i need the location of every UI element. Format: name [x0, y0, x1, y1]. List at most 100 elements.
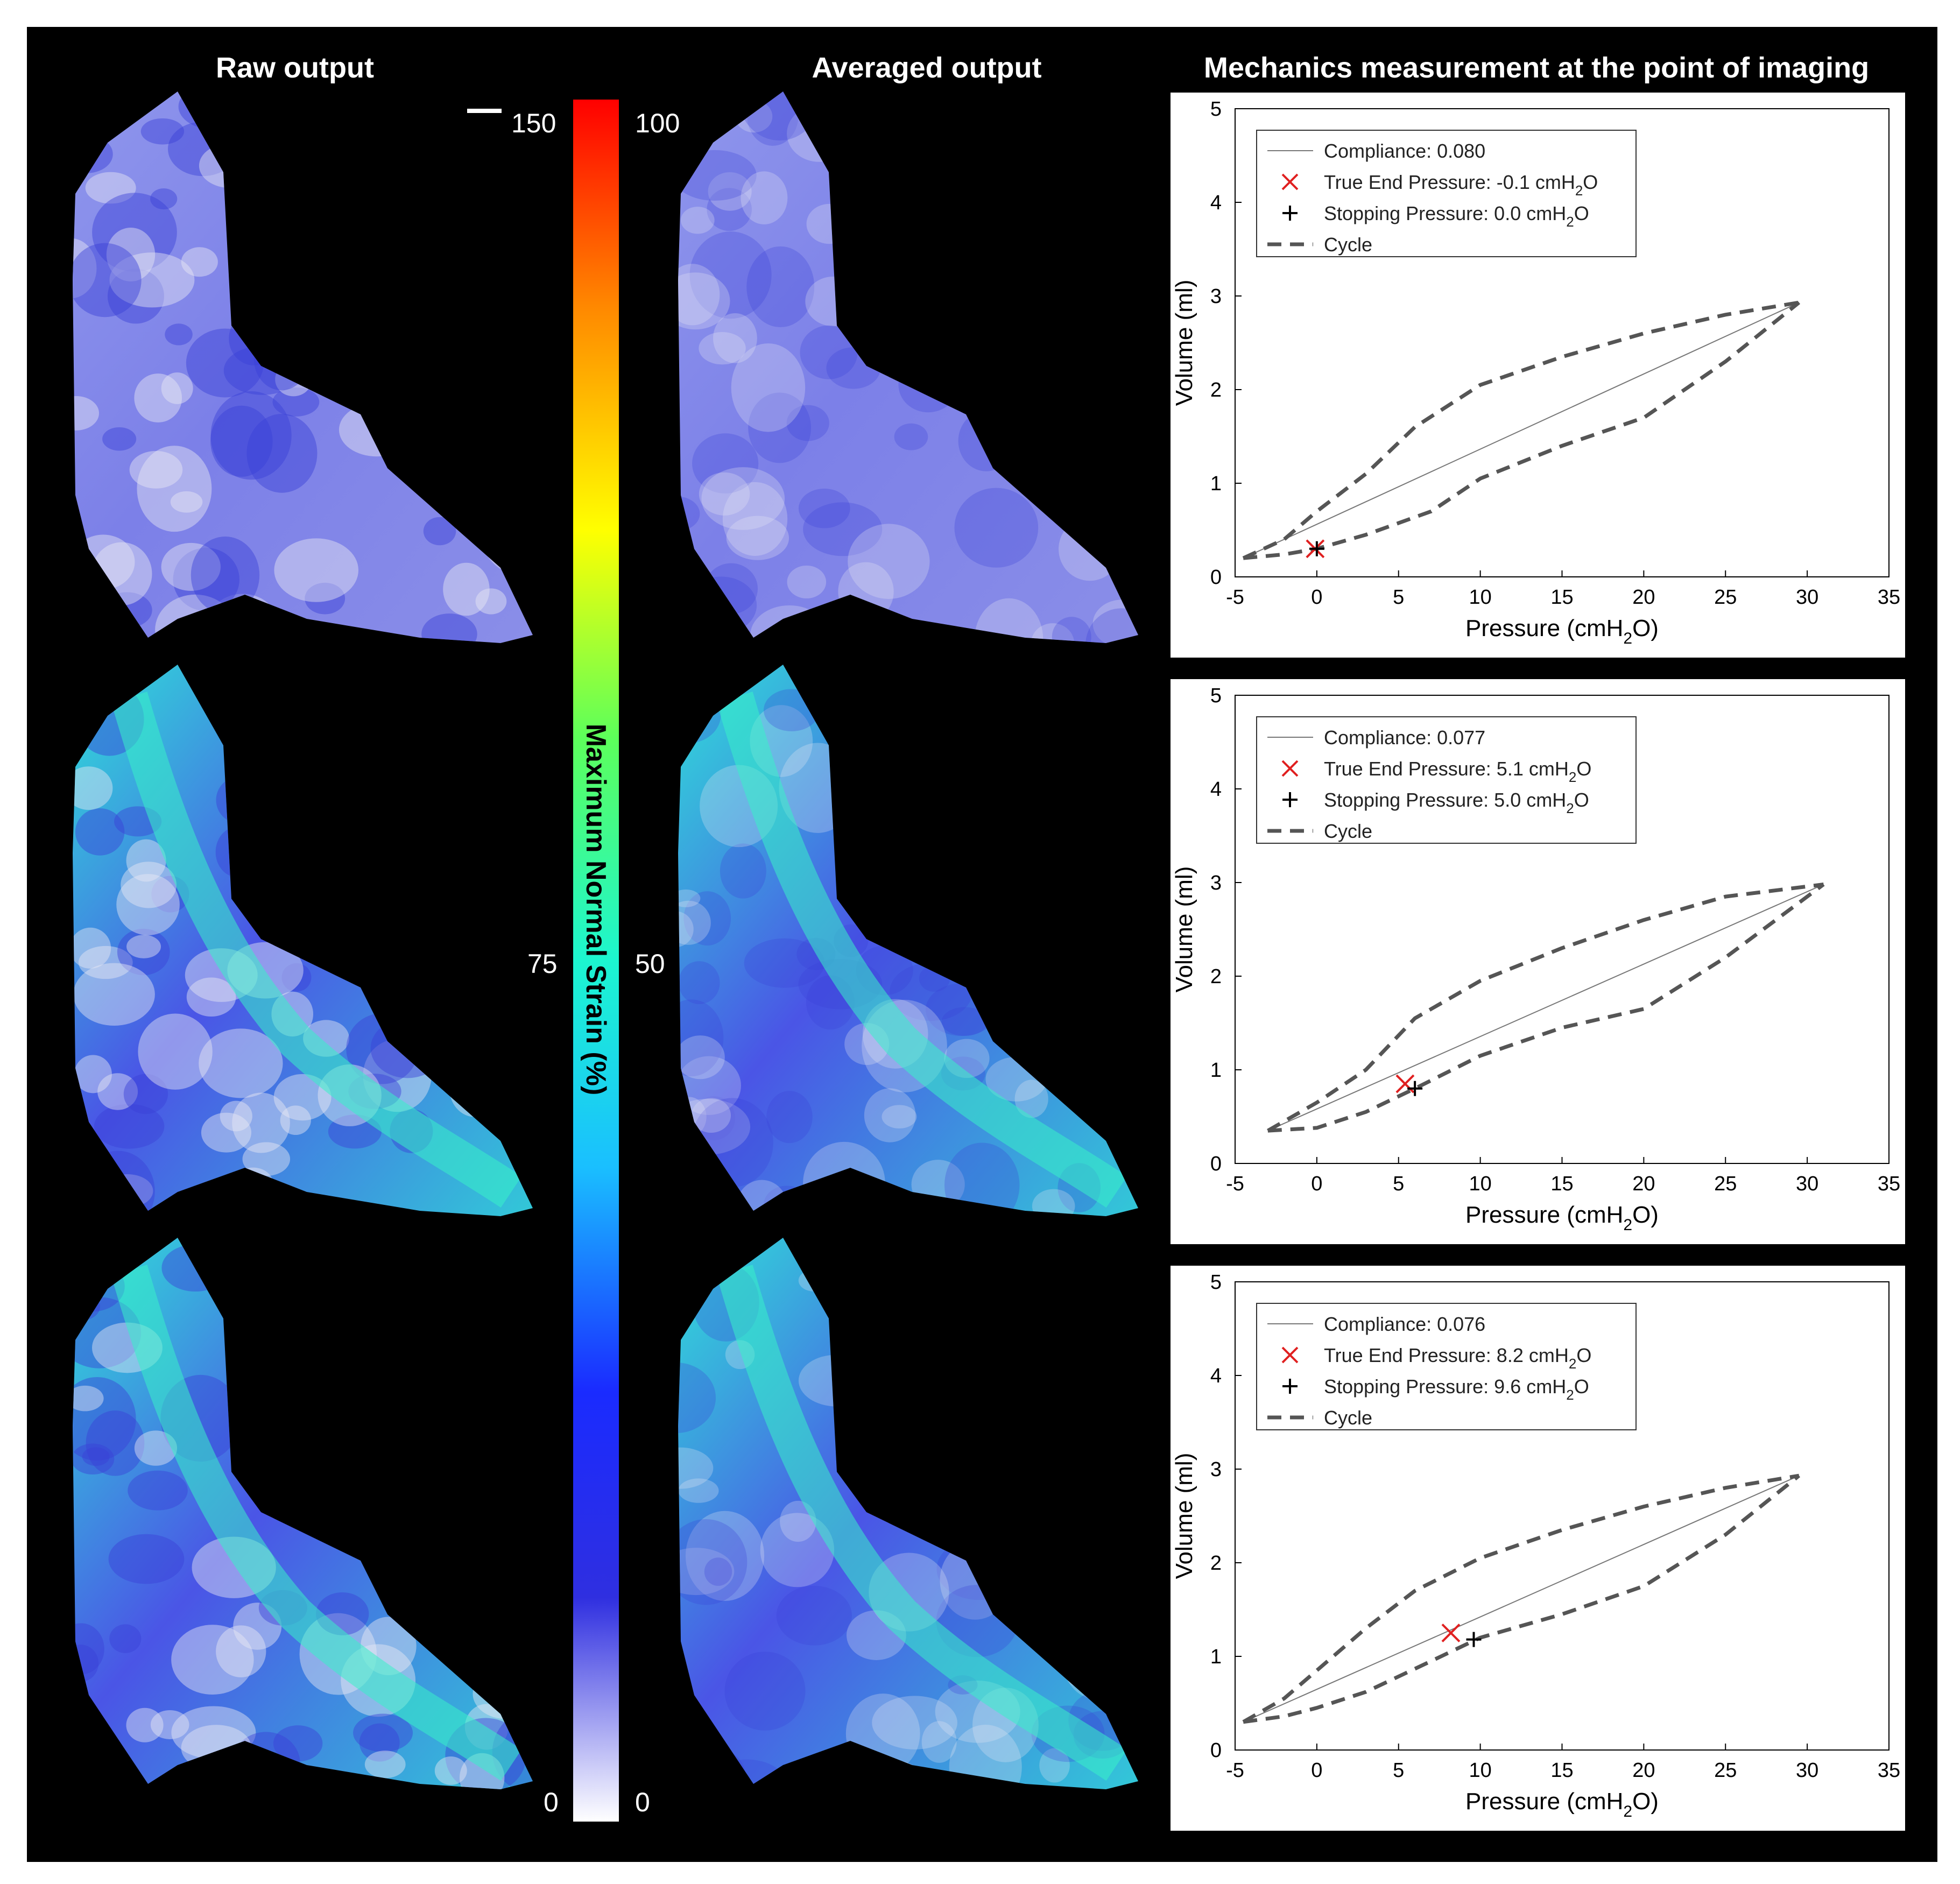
cycle-upper-curve — [1242, 1473, 1800, 1724]
stopping-pressure-marker — [1309, 541, 1324, 556]
cycle-lower-curve — [1243, 1474, 1801, 1724]
raw-output-title: Raw output — [216, 52, 374, 84]
y-tick-label: 0 — [1210, 566, 1222, 589]
x-tick-label: 10 — [1469, 1173, 1491, 1195]
scale-bar — [467, 109, 502, 113]
colorbar-left-tick-top: 150 — [511, 108, 556, 138]
cycle-upper-curve — [1267, 883, 1824, 1133]
colorbar-right-tick-mid: 50 — [635, 949, 665, 979]
true-end-pressure-marker — [1395, 1074, 1415, 1093]
x-axis-label: Pressure (cmH2O) — [1465, 1788, 1659, 1821]
x-tick-label: 15 — [1550, 586, 1573, 609]
x-tick-label: 20 — [1632, 586, 1655, 609]
legend: Compliance: 0.080 True End Pressure: -0.1… — [1256, 130, 1637, 257]
x-axis-label: Pressure (cmH2O) — [1465, 615, 1659, 647]
x-tick-label: -5 — [1226, 586, 1244, 609]
stopping-pressure-marker — [1466, 1632, 1482, 1647]
x-tick-label: 25 — [1714, 1759, 1737, 1782]
y-tick-label: 2 — [1210, 1552, 1222, 1575]
legend-entry: True End Pressure: 5.1 cmH2O — [1324, 758, 1591, 785]
x-tick-label: 35 — [1878, 586, 1900, 609]
x-tick-label: 30 — [1796, 1173, 1818, 1195]
figure: Raw output Averaged output Mechanics mea… — [27, 27, 1937, 1862]
y-tick-label: 4 — [1210, 192, 1222, 214]
cycle-lower-curve — [1267, 883, 1825, 1133]
colorbar-title: Maximum Normal Strain (%) — [580, 723, 611, 1096]
colorbar-left-tick-mid: 75 — [527, 949, 558, 979]
x-tick-label: -5 — [1226, 1173, 1244, 1195]
x-tick-label: 20 — [1632, 1173, 1655, 1195]
legend: Compliance: 0.077 True End Pressure: 5.1 … — [1256, 716, 1637, 844]
averaged-strain-map-row-1 — [678, 91, 1138, 643]
y-tick-label: 3 — [1210, 872, 1222, 894]
x-tick-label: 15 — [1550, 1759, 1573, 1782]
legend-entry: Stopping Pressure: 9.6 cmH2O — [1324, 1375, 1589, 1403]
y-tick-label: 0 — [1210, 1153, 1222, 1175]
legend: Compliance: 0.076 True End Pressure: 8.2 … — [1256, 1303, 1637, 1430]
legend-entry: Compliance: 0.077 — [1324, 726, 1485, 749]
x-tick-label: 10 — [1469, 586, 1491, 609]
x-tick-label: 20 — [1632, 1759, 1655, 1782]
colorbar-left-tick-bottom: 0 — [544, 1787, 559, 1817]
y-axis-label: Volume (ml) — [1171, 1453, 1197, 1579]
mechanics-title: Mechanics measurement at the point of im… — [1203, 52, 1870, 84]
x-axis-label: Pressure (cmH2O) — [1465, 1202, 1659, 1234]
x-tick-label: 5 — [1393, 1759, 1404, 1782]
x-tick-label: 10 — [1469, 1759, 1491, 1782]
y-tick-label: 4 — [1210, 1365, 1222, 1387]
averaged-output-title: Averaged output — [812, 52, 1042, 84]
raw-strain-map-row-1 — [73, 91, 533, 643]
x-tick-label: 15 — [1550, 1173, 1573, 1195]
cycle-upper-curve — [1242, 300, 1800, 560]
x-tick-label: -5 — [1226, 1759, 1244, 1782]
legend-entry: Compliance: 0.076 — [1324, 1313, 1485, 1335]
x-tick-label: 5 — [1393, 586, 1404, 609]
y-tick-label: 1 — [1210, 1059, 1222, 1082]
legend-entry: Stopping Pressure: 5.0 cmH2O — [1324, 789, 1589, 816]
y-tick-label: 4 — [1210, 778, 1222, 801]
y-tick-label: 1 — [1210, 1646, 1222, 1668]
y-tick-label: 0 — [1210, 1739, 1222, 1762]
true-end-pressure-marker — [1441, 1624, 1461, 1642]
stopping-pressure-marker — [1407, 1081, 1423, 1096]
y-tick-label: 5 — [1210, 685, 1222, 707]
compliance-line — [1267, 884, 1824, 1132]
x-tick-label: 5 — [1393, 1173, 1404, 1195]
legend-entry: Stopping Pressure: 0.0 cmH2O — [1324, 202, 1589, 230]
averaged-strain-map-row-3 — [678, 1238, 1138, 1789]
x-tick-label: 35 — [1878, 1173, 1900, 1195]
y-tick-label: 1 — [1210, 472, 1222, 495]
y-axis-label: Volume (ml) — [1171, 866, 1197, 993]
y-tick-label: 2 — [1210, 965, 1222, 988]
x-tick-label: 0 — [1311, 586, 1322, 609]
legend-entry: True End Pressure: 8.2 cmH2O — [1324, 1344, 1591, 1372]
x-tick-label: 25 — [1714, 586, 1737, 609]
x-tick-label: 30 — [1796, 586, 1818, 609]
x-tick-label: 35 — [1878, 1759, 1900, 1782]
x-tick-label: 0 — [1311, 1173, 1322, 1195]
legend-entry: Compliance: 0.080 — [1324, 140, 1485, 162]
legend-entry: Cycle — [1324, 234, 1372, 256]
compliance-line — [1243, 1475, 1800, 1723]
colorbar-right-tick-top: 100 — [635, 108, 680, 138]
y-tick-label: 3 — [1210, 1458, 1222, 1481]
colorbar-right-tick-bottom: 0 — [635, 1787, 650, 1817]
raw-strain-map-row-3 — [73, 1238, 533, 1789]
x-tick-label: 0 — [1311, 1759, 1322, 1782]
x-tick-label: 25 — [1714, 1173, 1737, 1195]
y-tick-label: 5 — [1210, 98, 1222, 121]
legend-entry: Cycle — [1324, 820, 1372, 842]
colorbar-gradient — [573, 100, 619, 1822]
legend-entry: True End Pressure: -0.1 cmH2O — [1324, 171, 1598, 199]
raw-strain-map-row-2 — [73, 665, 533, 1216]
y-axis-label: Volume (ml) — [1171, 280, 1197, 406]
compliance-line — [1243, 302, 1800, 559]
averaged-strain-map-row-2 — [678, 665, 1138, 1216]
cycle-lower-curve — [1243, 301, 1801, 560]
y-tick-label: 2 — [1210, 379, 1222, 401]
legend-entry: Cycle — [1324, 1407, 1372, 1429]
y-tick-label: 5 — [1210, 1271, 1222, 1294]
